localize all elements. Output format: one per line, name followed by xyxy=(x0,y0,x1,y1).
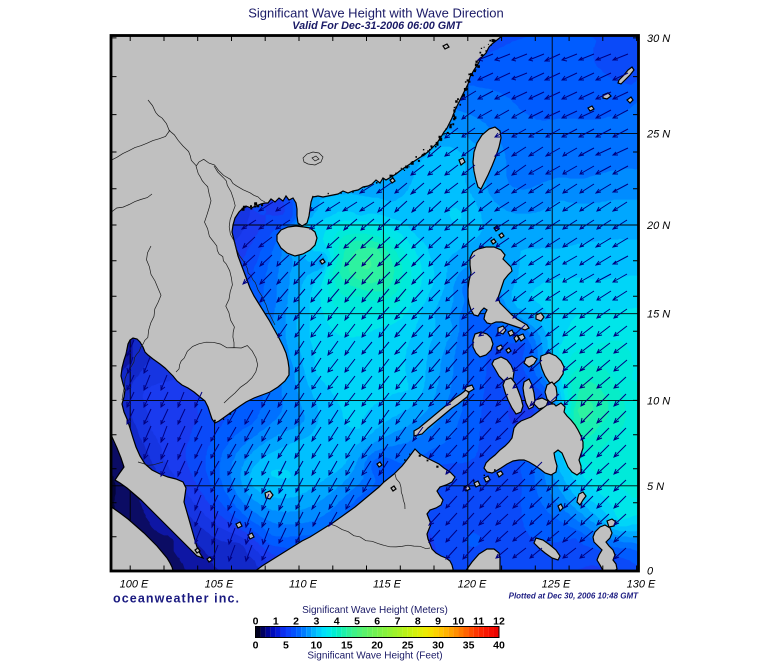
svg-text:10: 10 xyxy=(311,640,323,652)
svg-text:9: 9 xyxy=(435,616,441,628)
svg-text:0: 0 xyxy=(253,616,259,628)
svg-text:Valid For Dec-31-2006 06:00 GM: Valid For Dec-31-2006 06:00 GMT xyxy=(292,20,463,32)
svg-text:105 E: 105 E xyxy=(205,579,234,591)
svg-text:100 E: 100 E xyxy=(120,579,149,591)
svg-text:1: 1 xyxy=(273,616,279,628)
svg-text:15 N: 15 N xyxy=(647,309,670,321)
svg-text:3: 3 xyxy=(313,616,319,628)
svg-text:110 E: 110 E xyxy=(289,579,318,591)
svg-text:7: 7 xyxy=(395,616,401,628)
svg-text:130 E: 130 E xyxy=(627,579,656,591)
svg-text:30 N: 30 N xyxy=(647,33,670,45)
svg-text:115 E: 115 E xyxy=(373,579,402,591)
svg-text:125 E: 125 E xyxy=(542,579,571,591)
svg-text:0: 0 xyxy=(647,566,654,578)
svg-text:8: 8 xyxy=(415,616,421,628)
svg-text:10 N: 10 N xyxy=(647,395,670,407)
svg-text:20 N: 20 N xyxy=(646,220,670,232)
svg-text:4: 4 xyxy=(334,616,340,628)
svg-text:Significant Wave Height (Meter: Significant Wave Height (Meters) xyxy=(302,605,448,616)
svg-text:10: 10 xyxy=(453,616,465,628)
svg-text:Significant Wave Height (Feet): Significant Wave Height (Feet) xyxy=(307,651,442,662)
svg-text:Plotted at Dec 30, 2006 10:48: Plotted at Dec 30, 2006 10:48 GMT xyxy=(509,592,640,601)
svg-text:6: 6 xyxy=(374,616,380,628)
svg-text:12: 12 xyxy=(493,616,505,628)
svg-text:30: 30 xyxy=(432,640,444,652)
svg-text:20: 20 xyxy=(371,640,383,652)
svg-text:0: 0 xyxy=(253,640,259,652)
svg-text:Significant Wave Height with W: Significant Wave Height with Wave Direct… xyxy=(248,6,504,21)
svg-text:5 N: 5 N xyxy=(647,481,664,493)
svg-text:2: 2 xyxy=(293,616,299,628)
svg-text:40: 40 xyxy=(493,640,505,652)
svg-text:11: 11 xyxy=(473,616,484,628)
svg-text:25: 25 xyxy=(402,640,414,652)
svg-text:5: 5 xyxy=(354,616,360,628)
svg-text:25 N: 25 N xyxy=(646,128,670,140)
svg-text:35: 35 xyxy=(463,640,475,652)
svg-text:15: 15 xyxy=(341,640,353,652)
svg-text:oceanweather inc.: oceanweather inc. xyxy=(113,592,240,606)
svg-text:5: 5 xyxy=(283,640,289,652)
svg-text:120 E: 120 E xyxy=(458,579,487,591)
